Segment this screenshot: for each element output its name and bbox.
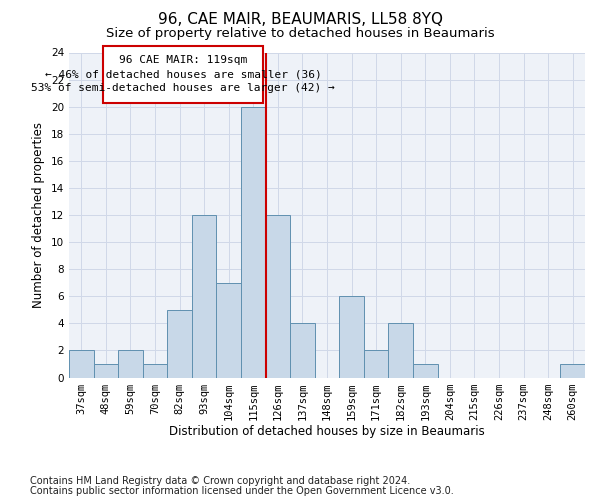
Bar	[118, 350, 143, 378]
Bar	[413, 364, 437, 378]
Bar	[290, 324, 315, 378]
Bar	[560, 364, 585, 378]
Bar	[69, 350, 94, 378]
Text: Size of property relative to detached houses in Beaumaris: Size of property relative to detached ho…	[106, 28, 494, 40]
Text: Contains public sector information licensed under the Open Government Licence v3: Contains public sector information licen…	[30, 486, 454, 496]
Bar	[339, 296, 364, 378]
FancyBboxPatch shape	[103, 46, 263, 102]
Text: 96, CAE MAIR, BEAUMARIS, LL58 8YQ: 96, CAE MAIR, BEAUMARIS, LL58 8YQ	[157, 12, 443, 28]
Y-axis label: Number of detached properties: Number of detached properties	[32, 122, 46, 308]
Text: 96 CAE MAIR: 119sqm
← 46% of detached houses are smaller (36)
53% of semi-detach: 96 CAE MAIR: 119sqm ← 46% of detached ho…	[31, 55, 335, 93]
Bar	[167, 310, 192, 378]
Bar	[143, 364, 167, 378]
Bar	[217, 282, 241, 378]
Bar	[241, 106, 266, 378]
Text: Contains HM Land Registry data © Crown copyright and database right 2024.: Contains HM Land Registry data © Crown c…	[30, 476, 410, 486]
X-axis label: Distribution of detached houses by size in Beaumaris: Distribution of detached houses by size …	[169, 426, 485, 438]
Bar	[388, 324, 413, 378]
Bar	[364, 350, 388, 378]
Bar	[94, 364, 118, 378]
Bar	[192, 215, 217, 378]
Bar	[266, 215, 290, 378]
